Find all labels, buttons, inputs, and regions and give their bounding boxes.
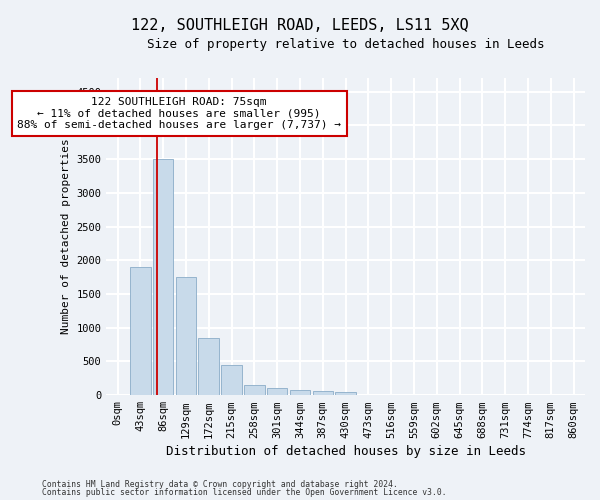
Text: Contains HM Land Registry data © Crown copyright and database right 2024.: Contains HM Land Registry data © Crown c… [42,480,398,489]
Title: Size of property relative to detached houses in Leeds: Size of property relative to detached ho… [147,38,544,51]
Bar [176,277,196,395]
X-axis label: Distribution of detached houses by size in Leeds: Distribution of detached houses by size … [166,444,526,458]
Bar [130,267,151,395]
Bar [153,159,173,395]
Text: 122, SOUTHLEIGH ROAD, LEEDS, LS11 5XQ: 122, SOUTHLEIGH ROAD, LEEDS, LS11 5XQ [131,18,469,32]
Bar [221,365,242,395]
Bar [244,385,265,395]
Y-axis label: Number of detached properties: Number of detached properties [61,138,71,334]
Text: Contains public sector information licensed under the Open Government Licence v3: Contains public sector information licen… [42,488,446,497]
Text: 122 SOUTHLEIGH ROAD: 75sqm
← 11% of detached houses are smaller (995)
88% of sem: 122 SOUTHLEIGH ROAD: 75sqm ← 11% of deta… [17,97,341,130]
Bar [199,338,219,395]
Bar [335,392,356,395]
Bar [267,388,287,395]
Bar [313,391,333,395]
Bar [107,394,128,395]
Bar [290,390,310,395]
